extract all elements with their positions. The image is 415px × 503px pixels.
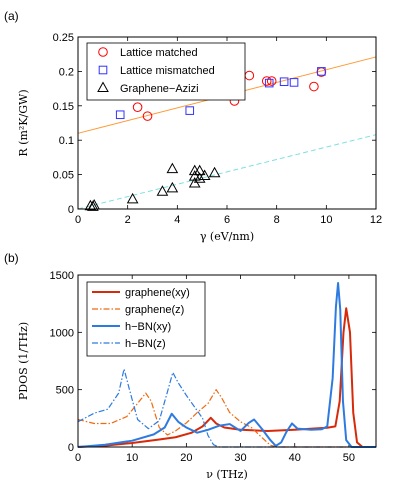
legend-label-graphene-azizi: Graphene−Azizi bbox=[120, 83, 199, 95]
y-tick-label-a: 0.15 bbox=[53, 101, 74, 113]
data-point-lattice-mismatched bbox=[185, 106, 195, 115]
y-tick-label-a: 0 bbox=[68, 204, 74, 216]
legend-a: Lattice matched Lattice mismatched Graph… bbox=[86, 42, 246, 101]
x-tick-label-a: 6 bbox=[224, 214, 230, 226]
legend-box-a bbox=[86, 42, 246, 101]
series-line-h-bn-z bbox=[77, 368, 376, 448]
y-tick-label-b: 500 bbox=[56, 385, 74, 397]
data-point-graphene-azizi bbox=[166, 162, 179, 174]
data-point-lattice-matched bbox=[132, 102, 143, 112]
data-point-lattice-matched bbox=[266, 76, 277, 86]
legend-label-lattice-matched: Lattice matched bbox=[120, 47, 198, 59]
y-tick-label-b: 0 bbox=[68, 442, 74, 454]
x-tick-label-a: 2 bbox=[125, 214, 131, 226]
legend-label-lattice-mismatched: Lattice mismatched bbox=[120, 65, 215, 77]
legend-line-samples-b bbox=[92, 291, 120, 344]
y-axis-label-a: R (m²K/GW) bbox=[17, 89, 30, 156]
plot-frame-a bbox=[77, 36, 377, 210]
data-point-graphene-azizi bbox=[166, 181, 179, 193]
panel-label-b: (b) bbox=[4, 251, 19, 265]
data-point-graphene-azizi bbox=[188, 170, 201, 181]
axis-ticks-a: 0 2 4 6 8 10 12 0 0.05 0.1 0.15 0.2 0.25 bbox=[53, 32, 383, 226]
legend-label-graphene-z: graphene(z) bbox=[125, 304, 184, 316]
legend-markers-a bbox=[97, 47, 109, 92]
legend-marker-graphene-azizi bbox=[97, 81, 109, 92]
data-point-lattice-matched bbox=[309, 81, 319, 92]
y-tick-label-b: 1000 bbox=[50, 327, 74, 339]
y-tick-label-a: 0.05 bbox=[53, 170, 74, 182]
data-point-lattice-mismatched bbox=[289, 78, 299, 87]
panel-label-a: (a) bbox=[4, 9, 19, 23]
x-axis-label-b: ν (THz) bbox=[206, 468, 248, 481]
legend-marker-lattice-mismatched bbox=[98, 65, 108, 75]
legend-marker-lattice-matched bbox=[98, 47, 108, 57]
data-point-graphene-azizi bbox=[193, 164, 206, 176]
y-tick-label-a: 0.2 bbox=[59, 66, 74, 78]
x-tick-label-a: 12 bbox=[370, 214, 382, 226]
data-point-graphene-azizi bbox=[156, 185, 169, 196]
x-tick-label-b: 0 bbox=[75, 452, 81, 464]
legend-label-hbn-z: h−BN(z) bbox=[125, 338, 166, 350]
pdos-lines bbox=[77, 282, 376, 448]
data-point-graphene-azizi bbox=[126, 192, 139, 204]
y-axis-label-b: PDOS (1/THz) bbox=[17, 322, 30, 400]
x-tick-label-a: 4 bbox=[174, 214, 180, 226]
plot-frame-b bbox=[77, 274, 377, 448]
x-tick-label-b: 20 bbox=[180, 452, 192, 464]
data-point-graphene-azizi bbox=[193, 172, 206, 183]
x-tick-label-a: 0 bbox=[75, 214, 81, 226]
x-tick-label-a: 8 bbox=[274, 214, 280, 226]
data-point-lattice-matched bbox=[261, 76, 272, 86]
x-tick-label-a: 10 bbox=[320, 214, 332, 226]
data-point-graphene-azizi bbox=[198, 169, 211, 180]
y-tick-label-a: 0.1 bbox=[59, 135, 74, 147]
data-point-graphene-azizi bbox=[84, 199, 97, 211]
data-point-lattice-mismatched bbox=[279, 77, 289, 87]
data-point-lattice-mismatched bbox=[264, 78, 274, 88]
x-axis-label-a: γ (eV/nm) bbox=[200, 230, 254, 243]
data-point-lattice-mismatched bbox=[115, 110, 125, 120]
x-tick-label-b: 50 bbox=[343, 452, 355, 464]
x-tick-label-b: 10 bbox=[126, 452, 138, 464]
x-tick-label-b: 30 bbox=[234, 452, 246, 464]
data-point-graphene-azizi bbox=[208, 166, 221, 178]
x-tick-label-b: 40 bbox=[289, 452, 301, 464]
series-line-graphene-xy bbox=[77, 307, 376, 448]
legend-label-graphene-xy: graphene(xy) bbox=[125, 287, 190, 299]
fit-line-2 bbox=[77, 134, 377, 210]
series-line-h-bn-xy bbox=[77, 282, 376, 448]
scatter-panel: (a) 0 2 4 6 8 10 12 0 0.05 0.1 0.15 0.2 0.25 Lattice… bbox=[4, 9, 382, 243]
legend-box-b bbox=[86, 281, 206, 357]
y-tick-label-b: 1500 bbox=[50, 270, 74, 282]
legend-label-hbn-xy: h−BN(xy) bbox=[125, 321, 171, 333]
y-tick-label-a: 0.25 bbox=[53, 32, 74, 44]
series-line-graphene-z bbox=[77, 389, 376, 448]
legend-b: graphene(xy) graphene(z) h−BN(xy) h−BN(z… bbox=[86, 281, 206, 357]
data-point-lattice-matched bbox=[142, 111, 153, 121]
data-point-lattice-mismatched bbox=[317, 67, 326, 76]
data-point-lattice-matched bbox=[244, 70, 255, 81]
